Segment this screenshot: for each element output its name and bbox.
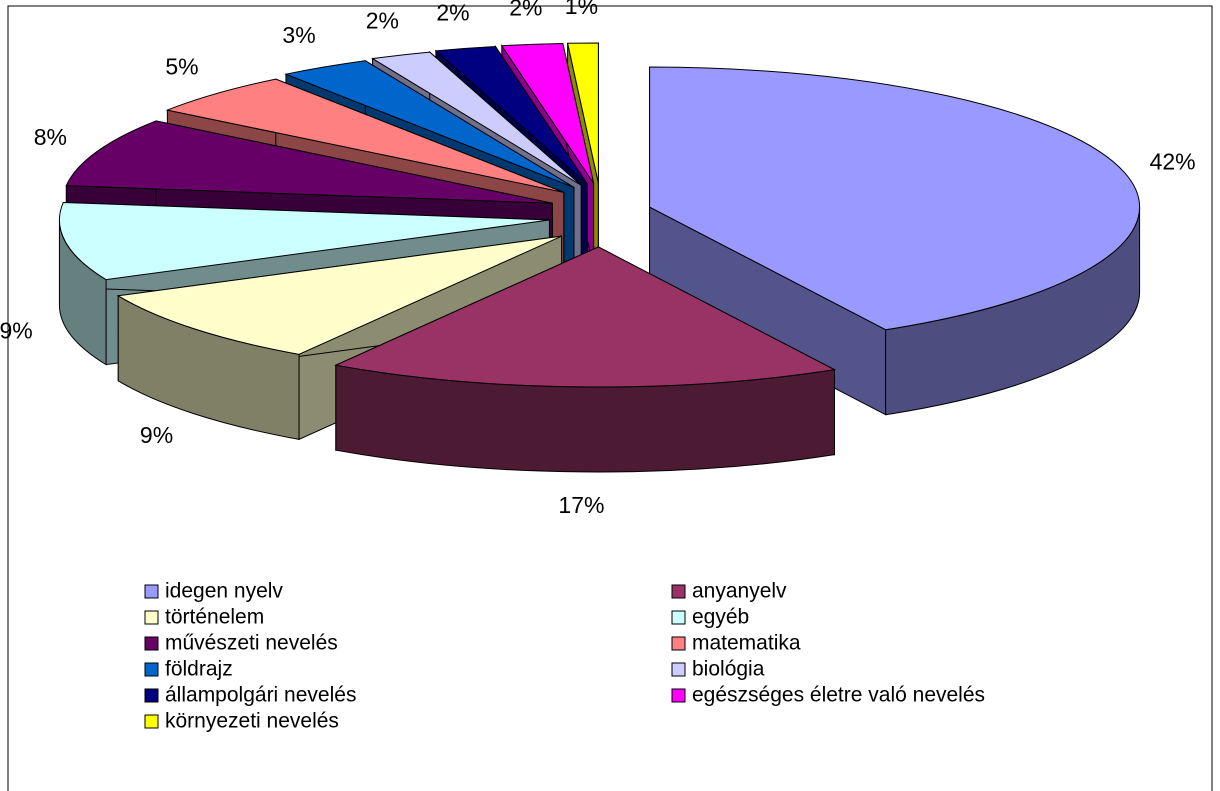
slice-top: [58, 201, 550, 281]
legend-label: biológia: [692, 658, 765, 681]
data-label: 9%: [0, 317, 33, 343]
slice-top: [116, 235, 562, 355]
slice-top: [334, 246, 837, 388]
data-label: 2%: [509, 0, 542, 21]
legend-swatch: [671, 688, 686, 703]
legend-swatch: [671, 584, 686, 599]
legend-label: idegen nyelv: [165, 580, 283, 603]
legend-label: anyanyelv: [692, 580, 787, 603]
legend-label: egyéb: [692, 606, 749, 629]
legend-label: művészeti nevelés: [165, 632, 338, 655]
pie-slice: [334, 246, 837, 473]
legend-label: egészséges életre való nevelés: [692, 684, 985, 707]
data-label: 9%: [140, 422, 173, 448]
data-label: 2%: [436, 0, 469, 26]
legend-label: földrajz: [165, 658, 233, 681]
legend-swatch: [671, 610, 686, 625]
legend-swatch: [144, 714, 159, 729]
slice-top: [434, 45, 588, 185]
legend-swatch: [144, 584, 159, 599]
legend-label: történelem: [165, 606, 264, 629]
legend-swatch: [144, 610, 159, 625]
slice-top: [65, 120, 553, 204]
legend-swatch: [144, 688, 159, 703]
legend-swatch: [671, 636, 686, 651]
legend-swatch: [144, 662, 159, 677]
slice-top: [165, 78, 564, 193]
slice-top: [371, 51, 582, 186]
slice-top: [284, 60, 575, 188]
data-label: 1%: [565, 0, 598, 19]
legend-swatch: [671, 662, 686, 677]
data-label: 17%: [558, 492, 604, 518]
data-label: 5%: [165, 54, 198, 80]
legend-label: állampolgári nevelés: [165, 684, 356, 707]
legend-label: környezeti nevelés: [165, 710, 339, 733]
data-label: 3%: [282, 22, 315, 48]
data-label: 42%: [1150, 149, 1196, 175]
legend-label: matematika: [692, 632, 801, 655]
pie-slice: [649, 66, 1141, 416]
data-label: 8%: [34, 124, 67, 150]
slice-top: [567, 42, 599, 184]
slice-top: [649, 66, 1141, 331]
slice-top: [500, 43, 595, 184]
legend-swatch: [144, 636, 159, 651]
data-label: 2%: [366, 8, 399, 34]
